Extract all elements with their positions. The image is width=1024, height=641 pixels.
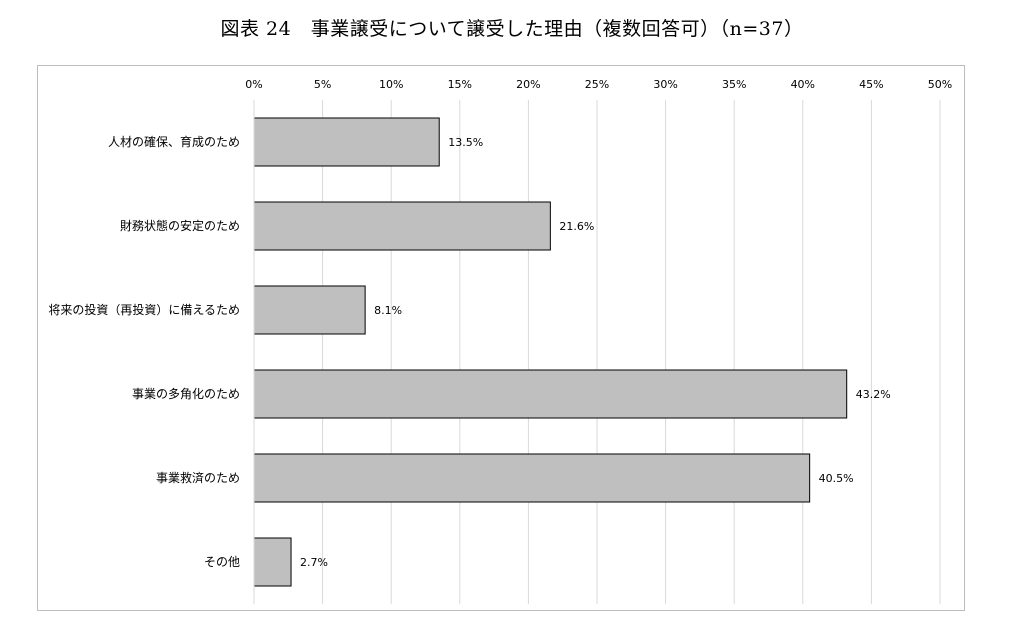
data-label: 8.1% xyxy=(374,304,402,317)
data-label: 43.2% xyxy=(856,388,891,401)
x-tick-label: 0% xyxy=(245,78,262,91)
bars xyxy=(253,117,848,587)
bar xyxy=(253,285,366,335)
x-tick-label: 35% xyxy=(722,78,746,91)
bar xyxy=(253,537,292,587)
data-label: 40.5% xyxy=(819,472,854,485)
x-tick-label: 40% xyxy=(791,78,815,91)
category-label: 将来の投資（再投資）に備えるため xyxy=(48,302,240,317)
bar xyxy=(253,453,811,503)
data-label: 21.6% xyxy=(559,220,594,233)
bar xyxy=(253,117,440,167)
x-axis-ticks: 0% 5% 10% 15% 20% 25% 30% 35% 40% 45% 50% xyxy=(245,78,952,91)
x-tick-label: 30% xyxy=(653,78,677,91)
data-label: 2.7% xyxy=(300,556,328,569)
bar xyxy=(253,369,848,419)
chart-frame xyxy=(37,65,965,611)
chart-title: 図表 24 事業譲受について譲受した理由（複数回答可）（n=37） xyxy=(220,18,804,40)
x-tick-label: 50% xyxy=(928,78,952,91)
category-labels: 人材の確保、育成のため財務状態の安定のため将来の投資（再投資）に備えるため事業の… xyxy=(48,134,240,569)
x-tick-label: 25% xyxy=(585,78,609,91)
x-tick-label: 10% xyxy=(379,78,403,91)
data-labels: 13.5% 21.6% 8.1% 43.2% 40.5% 2.7% xyxy=(300,136,891,569)
category-label: 人材の確保、育成のため xyxy=(108,134,240,149)
x-tick-label: 45% xyxy=(859,78,883,91)
category-label: 事業の多角化のため xyxy=(132,387,240,401)
bar xyxy=(253,201,551,251)
gridlines xyxy=(322,100,941,604)
x-tick-label: 20% xyxy=(516,78,540,91)
x-tick-label: 5% xyxy=(314,78,331,91)
category-label: 事業救済のため xyxy=(156,470,240,485)
category-label: 財務状態の安定のため xyxy=(120,218,240,233)
x-tick-label: 15% xyxy=(448,78,472,91)
data-label: 13.5% xyxy=(448,136,483,149)
category-label: その他 xyxy=(204,555,240,569)
